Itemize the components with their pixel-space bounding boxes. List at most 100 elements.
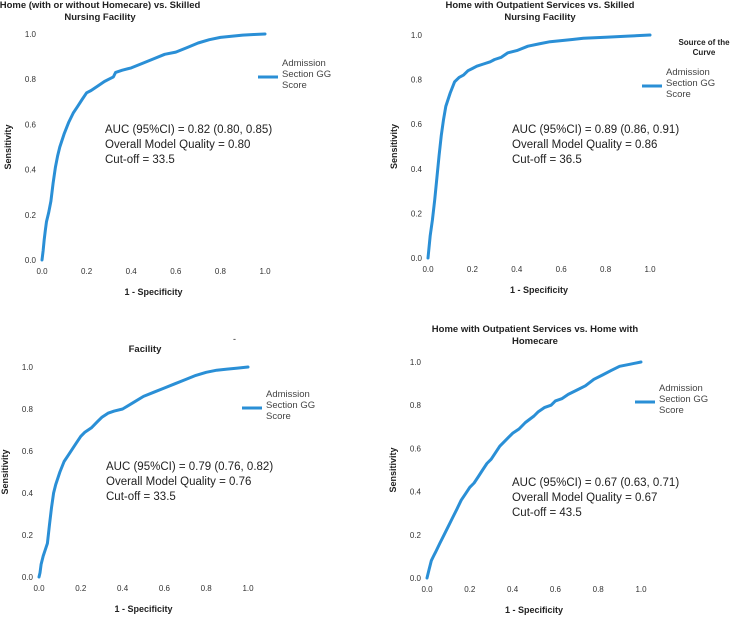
x-tick-label: 0.6: [170, 267, 182, 276]
y-tick-label: 0.8: [22, 405, 34, 414]
y-tick-label: 1.0: [25, 30, 37, 39]
x-axis-label: 1 - Specificity: [510, 285, 568, 295]
y-axis-label: Sensitivity: [388, 447, 398, 492]
roc-panel-1: Home (with or without Homecare) vs. Skil…: [0, 0, 370, 310]
y-axis-label: Sensitivity: [3, 124, 13, 169]
x-axis-label: 1 - Specificity: [124, 287, 182, 297]
y-tick-label: 0.2: [410, 531, 422, 540]
roc-curve-line: [426, 33, 652, 260]
y-tick-label: 0.6: [22, 447, 34, 456]
chart-title-line: Facility: [129, 344, 162, 355]
x-tick-label: 0.0: [421, 585, 433, 594]
x-tick-label: 0.8: [593, 585, 605, 594]
legend-label-line: Section GG: [282, 69, 331, 80]
legend-label-line: Score: [282, 80, 307, 91]
auc-annotation-line: Cut-off = 43.5: [512, 507, 582, 519]
auc-annotation-line: Cut-off = 33.5: [106, 491, 176, 503]
x-tick-label: 0.8: [215, 267, 227, 276]
x-tick-label: 0.6: [159, 584, 171, 593]
legend-title-line: Source of the: [678, 38, 730, 47]
y-tick-label: 0.4: [410, 488, 422, 497]
auc-annotation-line: AUC (95%CI) = 0.89 (0.86, 0.91): [512, 124, 679, 136]
legend-label-line: Admission: [266, 389, 310, 400]
legend-label-line: Score: [266, 411, 291, 422]
auc-annotation-line: AUC (95%CI) = 0.67 (0.63, 0.71): [512, 477, 679, 489]
x-tick-label: 0.0: [33, 584, 45, 593]
auc-annotation-line: Cut-off = 36.5: [512, 154, 582, 166]
x-tick-label: 0.8: [201, 584, 213, 593]
roc-panel-4: Home with Outpatient Services vs. Home w…: [370, 310, 740, 619]
auc-annotation-line: AUC (95%CI) = 0.82 (0.80, 0.85): [105, 124, 272, 136]
chart-title-line: Nursing Facility: [504, 12, 576, 23]
y-tick-label: 0.8: [410, 401, 422, 410]
y-tick-label: 0.6: [25, 120, 37, 129]
y-tick-label: 0.2: [411, 209, 423, 218]
x-tick-label: 1.0: [259, 267, 271, 276]
legend-label-line: Admission: [666, 67, 710, 78]
x-tick-label: 0.6: [550, 585, 562, 594]
x-tick-label: 0.4: [507, 585, 519, 594]
x-tick-label: 0.6: [556, 265, 568, 274]
x-tick-label: 0.4: [511, 265, 523, 274]
legend-label-line: Score: [666, 89, 691, 100]
roc-chart-1: Home (with or without Homecare) vs. Skil…: [0, 0, 331, 297]
y-axis-label: Sensitivity: [389, 124, 399, 169]
legend-label-line: Section GG: [659, 394, 708, 405]
auc-annotation-line: Overall Model Quality = 0.76: [106, 476, 251, 488]
chart-title-line: Home with Outpatient Services vs. Home w…: [432, 324, 639, 335]
roc-curve-line: [37, 365, 250, 579]
auc-annotation-line: Cut-off = 33.5: [105, 154, 175, 166]
x-tick-label: 0.0: [36, 267, 48, 276]
y-tick-label: 0.4: [22, 489, 34, 498]
y-tick-label: 0.2: [22, 531, 34, 540]
x-axis-label: 1 - Specificity: [114, 604, 172, 614]
x-tick-label: 0.2: [464, 585, 476, 594]
x-tick-label: 0.2: [467, 265, 479, 274]
x-tick-label: 1.0: [644, 265, 656, 274]
y-tick-label: 0.0: [411, 254, 423, 263]
y-tick-label: 1.0: [411, 31, 423, 40]
x-tick-label: 0.0: [422, 265, 434, 274]
y-tick-label: 0.2: [25, 211, 37, 220]
roc-panel-2: Home with Outpatient Services vs. Skille…: [370, 0, 740, 310]
legend-label-line: Admission: [659, 383, 703, 394]
y-tick-label: 1.0: [22, 363, 34, 372]
y-tick-label: 0.6: [410, 444, 422, 453]
x-tick-label: 0.8: [600, 265, 612, 274]
roc-chart-2: Home with Outpatient Services vs. Skille…: [389, 0, 730, 295]
auc-annotation-line: Overall Model Quality = 0.80: [105, 139, 250, 151]
auc-annotation-line: Overall Model Quality = 0.67: [512, 492, 657, 504]
chart-title-line: Homecare: [512, 336, 558, 347]
chart-title-line: Nursing Facility: [64, 12, 136, 23]
y-axis-label: Sensitivity: [0, 449, 10, 494]
y-tick-label: 1.0: [410, 358, 422, 367]
y-tick-label: 0.8: [25, 75, 37, 84]
y-tick-label: 0.8: [411, 76, 423, 85]
legend-title-line: Curve: [693, 48, 716, 57]
legend-label-line: Score: [659, 405, 684, 416]
roc-curve-line: [425, 360, 643, 580]
roc-curve-line: [40, 32, 267, 262]
y-tick-label: 0.4: [411, 165, 423, 174]
stray-dash-mark: -: [233, 334, 236, 344]
legend-label-line: Admission: [282, 58, 326, 69]
auc-annotation-line: AUC (95%CI) = 0.79 (0.76, 0.82): [106, 461, 273, 473]
y-tick-label: 0.0: [25, 256, 37, 265]
roc-chart-4: Home with Outpatient Services vs. Home w…: [388, 324, 708, 615]
x-tick-label: 1.0: [635, 585, 647, 594]
y-tick-label: 0.6: [411, 120, 423, 129]
chart-title-line: Home with Outpatient Services vs. Skille…: [445, 0, 634, 11]
legend-label-line: Section GG: [266, 400, 315, 411]
x-axis-label: 1 - Specificity: [505, 605, 563, 615]
x-tick-label: 0.2: [75, 584, 87, 593]
roc-chart-3: Facility 0.0 0.2 0.4 0.6 0.8 1.0 0.0 0.2 0.4 0.6 0.…: [0, 344, 315, 614]
x-tick-label: 1.0: [242, 584, 254, 593]
chart-title-line: Home (with or without Homecare) vs. Skil…: [0, 0, 200, 11]
y-tick-label: 0.0: [22, 573, 34, 582]
roc-panel-3: Facility 0.0 0.2 0.4 0.6 0.8 1.0 0.0 0.2 0.4 0.6 0.…: [0, 310, 370, 619]
auc-annotation-line: Overall Model Quality = 0.86: [512, 139, 657, 151]
y-tick-label: 0.0: [410, 574, 422, 583]
legend-label-line: Section GG: [666, 78, 715, 89]
x-tick-label: 0.4: [117, 584, 129, 593]
x-tick-label: 0.4: [126, 267, 138, 276]
